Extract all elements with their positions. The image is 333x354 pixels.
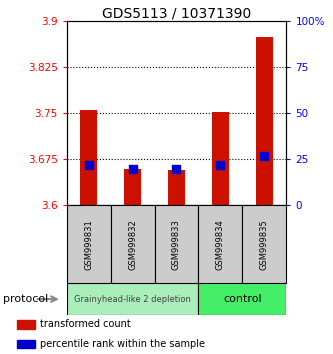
Text: GSM999831: GSM999831 xyxy=(84,219,93,270)
Text: transformed count: transformed count xyxy=(40,319,130,330)
Bar xyxy=(17,339,35,348)
Text: percentile rank within the sample: percentile rank within the sample xyxy=(40,339,204,349)
Bar xyxy=(256,36,273,205)
Point xyxy=(218,162,223,168)
Text: GSM999833: GSM999833 xyxy=(172,219,181,270)
Bar xyxy=(198,205,242,283)
Bar xyxy=(80,110,97,205)
Bar xyxy=(67,283,198,315)
Bar xyxy=(17,320,35,329)
Title: GDS5113 / 10371390: GDS5113 / 10371390 xyxy=(102,6,251,20)
Text: GSM999835: GSM999835 xyxy=(260,219,269,270)
Text: protocol: protocol xyxy=(3,294,49,304)
Bar xyxy=(67,205,111,283)
Point xyxy=(86,162,91,168)
Bar xyxy=(198,283,286,315)
Text: Grainyhead-like 2 depletion: Grainyhead-like 2 depletion xyxy=(74,295,191,304)
Bar xyxy=(155,205,198,283)
Bar xyxy=(168,170,185,205)
Text: control: control xyxy=(223,294,262,304)
Bar xyxy=(124,169,141,205)
Bar xyxy=(242,205,286,283)
Point xyxy=(130,166,135,171)
Bar xyxy=(111,205,155,283)
Bar xyxy=(212,112,229,205)
Point xyxy=(174,166,179,171)
Point xyxy=(262,153,267,159)
Text: GSM999832: GSM999832 xyxy=(128,219,137,270)
Text: GSM999834: GSM999834 xyxy=(216,219,225,270)
